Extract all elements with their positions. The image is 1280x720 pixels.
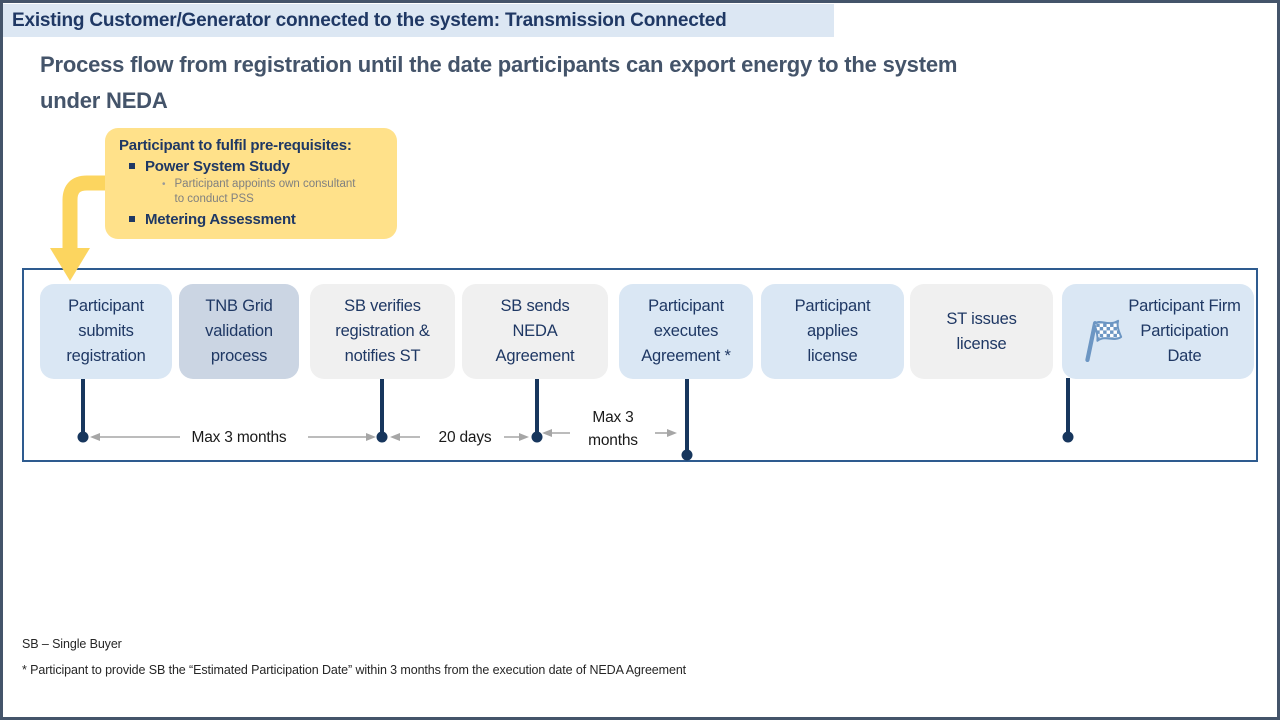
step-label: Participant Firm Participation Date xyxy=(1128,297,1241,365)
duration-max-3-months-2: Max 3 months xyxy=(588,409,638,449)
dot-bullet-icon: • xyxy=(162,179,166,190)
callout-title: Participant to fulfil pre-requisites: xyxy=(119,137,352,154)
slide-header-bar: Existing Customer/Generator connected to… xyxy=(3,4,834,37)
checkered-flag-icon xyxy=(1079,290,1125,373)
subbullet-text: Participant appoints own consultant to c… xyxy=(174,178,356,205)
prerequisites-callout: Participant to fulfil pre-requisites: Po… xyxy=(105,128,397,239)
slide-title: Existing Customer/Generator connected to… xyxy=(12,9,727,31)
square-bullet-icon xyxy=(129,163,135,169)
slide-subtitle: Process flow from registration until the… xyxy=(40,52,958,113)
elbow-arrow-icon xyxy=(50,175,107,281)
step-sb-sends-neda-agreement: SB sends NEDA Agreement xyxy=(462,284,608,379)
step-st-issues-license: ST issues license xyxy=(910,284,1053,379)
bullet-label: Power System Study xyxy=(145,158,290,175)
square-bullet-icon xyxy=(129,216,135,222)
step-sb-verifies-registration: SB verifies registration & notifies ST xyxy=(310,284,455,379)
duration-max-3-months-1: Max 3 months xyxy=(191,429,287,446)
callout-subbullet-consultant: • Participant appoints own consultant to… xyxy=(162,177,385,207)
step-participant-submits-registration: Participant submits registration xyxy=(40,284,172,379)
step-participant-applies-license: Participant applies license xyxy=(761,284,904,379)
step-participant-executes-agreement: Participant executes Agreement * xyxy=(619,284,753,379)
step-tnb-grid-validation: TNB Grid validation process xyxy=(179,284,299,379)
footnote-estimated-participation-date: * Participant to provide SB the “Estimat… xyxy=(22,663,687,677)
step-firm-participation-date: Participant Firm Participation Date xyxy=(1062,284,1254,379)
callout-bullet-power-system-study: Power System Study xyxy=(129,158,385,175)
callout-bullet-metering-assessment: Metering Assessment xyxy=(129,211,385,228)
process-flow-container: Participant submits registration TNB Gri… xyxy=(22,268,1258,462)
timeline-graphic xyxy=(77,376,1074,461)
bullet-label: Metering Assessment xyxy=(145,211,296,228)
duration-20-days: 20 days xyxy=(438,429,492,446)
footnote-sb-single-buyer: SB – Single Buyer xyxy=(22,637,122,651)
